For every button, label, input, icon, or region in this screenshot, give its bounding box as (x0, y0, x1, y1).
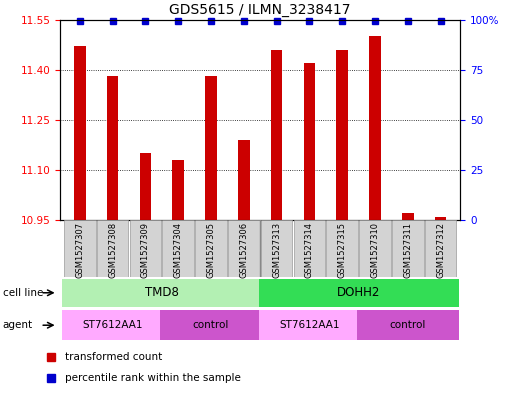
Text: control: control (193, 320, 229, 330)
Text: GSM1527306: GSM1527306 (240, 222, 248, 279)
Bar (160, 310, 262, 340)
Text: GSM1527307: GSM1527307 (75, 222, 84, 279)
Bar (258, 310, 360, 340)
Text: agent: agent (3, 320, 33, 330)
Text: GSM1527313: GSM1527313 (272, 222, 281, 279)
Text: percentile rank within the sample: percentile rank within the sample (65, 373, 241, 383)
Bar (326, 220, 358, 277)
Text: ST7612AA1: ST7612AA1 (82, 320, 143, 330)
Bar (130, 220, 161, 277)
Bar (293, 220, 325, 277)
Bar (336, 50, 348, 220)
Text: DOHH2: DOHH2 (337, 286, 380, 299)
Text: TMD8: TMD8 (145, 286, 179, 299)
Bar (271, 50, 282, 220)
Bar (402, 213, 414, 220)
Text: GSM1527311: GSM1527311 (403, 222, 412, 278)
Text: GSM1527305: GSM1527305 (207, 222, 215, 278)
Text: GSM1527315: GSM1527315 (338, 222, 347, 278)
Bar (195, 220, 227, 277)
Bar (435, 217, 446, 220)
Bar (205, 77, 217, 220)
Bar (163, 220, 194, 277)
Bar (140, 153, 151, 220)
Bar (258, 279, 459, 307)
Text: ST7612AA1: ST7612AA1 (279, 320, 339, 330)
Bar (173, 160, 184, 220)
Bar (304, 63, 315, 220)
Bar (425, 220, 456, 277)
Text: GSM1527314: GSM1527314 (305, 222, 314, 278)
Text: GSM1527312: GSM1527312 (436, 222, 445, 278)
Bar (74, 46, 86, 220)
Text: GSM1527304: GSM1527304 (174, 222, 183, 278)
Bar (62, 310, 164, 340)
Bar (97, 220, 128, 277)
Bar (62, 279, 262, 307)
Bar (369, 37, 381, 220)
Title: GDS5615 / ILMN_3238417: GDS5615 / ILMN_3238417 (169, 3, 351, 17)
Bar (359, 220, 391, 277)
Text: control: control (390, 320, 426, 330)
Bar (392, 220, 424, 277)
Text: cell line: cell line (3, 288, 43, 298)
Bar (357, 310, 459, 340)
Bar (261, 220, 292, 277)
Bar (107, 77, 118, 220)
Text: GSM1527310: GSM1527310 (370, 222, 380, 278)
Bar (64, 220, 96, 277)
Bar (228, 220, 259, 277)
Bar (238, 140, 249, 220)
Text: transformed count: transformed count (65, 352, 163, 362)
Text: GSM1527309: GSM1527309 (141, 222, 150, 278)
Text: GSM1527308: GSM1527308 (108, 222, 117, 279)
